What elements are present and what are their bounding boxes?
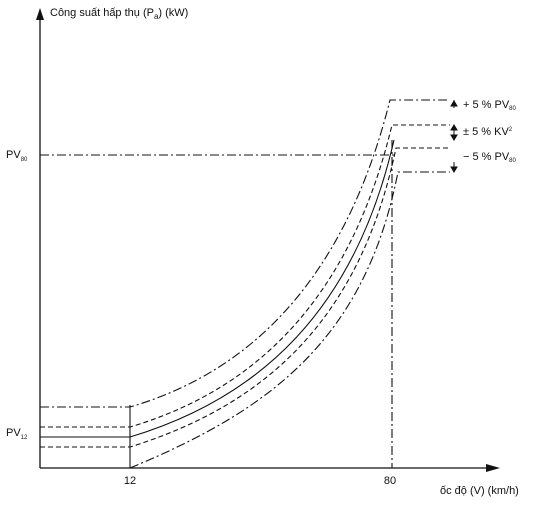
nominal-curve (40, 139, 395, 438)
annotation: − 5 % PV80 (463, 151, 517, 164)
text-part: a (154, 12, 159, 21)
text-part: 12 (21, 435, 28, 441)
text-part: ) (kW) (158, 7, 188, 19)
text-part: PV (6, 427, 21, 439)
text-part: PV (6, 149, 21, 161)
upper-tolerance (40, 124, 450, 428)
annotation: + 5 % PV80 (463, 99, 517, 112)
x-label: 12 (124, 475, 136, 487)
y-axis-label: Công suất hấp thụ (Pa) (kW) (50, 7, 188, 21)
annotation: ± 5 % KV2 (463, 126, 513, 138)
lower-limit (129, 171, 450, 469)
tolerance-arrows (450, 100, 458, 173)
text-part: Công suất hấp thụ (P (50, 7, 154, 19)
text-part: + 5 % PV (463, 99, 510, 111)
lower-tolerance (40, 147, 450, 448)
upper-limit (40, 99, 450, 408)
text-part: 80 (21, 157, 28, 163)
y-label: PV80 (6, 149, 28, 163)
text-part: 2 (509, 127, 513, 133)
text-part: − 5 % PV (463, 151, 510, 163)
text-part: 80 (509, 158, 516, 164)
text-part: ± 5 % KV (463, 126, 509, 138)
y-label: PV12 (6, 427, 28, 441)
x-label: 80 (384, 475, 396, 487)
y-arrow (36, 8, 44, 20)
x-arrow (486, 464, 500, 472)
text-part: 80 (509, 106, 516, 112)
x-axis-label: ốc độ (V) (km/h) (440, 485, 519, 497)
